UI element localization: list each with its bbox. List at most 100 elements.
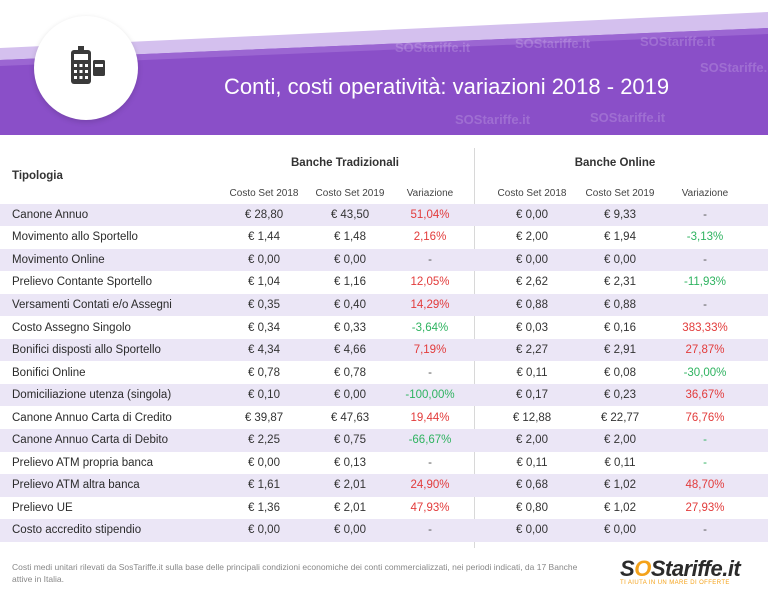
cost-cell: € 1,36 (248, 501, 280, 514)
cost-cell: € 0,00 (248, 456, 280, 469)
variation-cell: -3,13% (686, 231, 724, 244)
watermark: SOStariffe.it (455, 112, 531, 127)
cost-cell: € 2,27 (516, 344, 548, 357)
row-label: Prelievo ATM altra banca (12, 479, 140, 492)
variation-cell: - (703, 434, 707, 447)
variation-cell: 14,29% (410, 298, 450, 311)
cost-cell: € 0,17 (516, 389, 548, 402)
table-row: Canone Annuo Carta di Credito € 39,87 € 47… (0, 406, 768, 429)
row-label: Prelievo UE (12, 501, 73, 514)
variation-cell: 7,19% (413, 344, 447, 357)
variation-cell: 51,04% (410, 208, 450, 221)
cost-cell: € 2,00 (516, 231, 548, 244)
row-label: Prelievo Contante Sportello (12, 276, 152, 289)
row-label: Costo accredito stipendio (12, 524, 142, 537)
cost-cell: € 0,80 (516, 501, 548, 514)
cost-cell: € 0,00 (516, 208, 548, 221)
table-row: Bonifici disposti allo Sportello € 4,34 € … (0, 338, 768, 362)
cost-cell: € 2,00 (604, 434, 636, 447)
subheader-cost-2018: Costo Set 2018 (229, 188, 299, 199)
cost-cell: € 0,00 (604, 524, 636, 537)
row-label: Movimento Online (12, 253, 105, 266)
cost-cell: € 2,91 (604, 344, 636, 357)
variation-cell: - (428, 456, 432, 469)
variation-cell: - (703, 524, 707, 537)
variation-cell: -11,93% (684, 276, 726, 289)
subheader-variation: Variazione (406, 188, 454, 199)
cost-cell: € 12,88 (512, 411, 552, 424)
cost-cell: € 0,75 (334, 434, 366, 447)
row-label: Costo Assegno Singolo (12, 321, 131, 334)
cost-cell: € 1,04 (248, 276, 280, 289)
variation-cell: 76,76% (685, 411, 725, 424)
table-row: Costo Assegno Singolo € 0,34 € 0,33 -3,64% €… (0, 316, 768, 339)
subheader-cost-2018: Costo Set 2018 (497, 188, 567, 199)
variation-cell: - (428, 253, 432, 266)
row-label: Prelievo ATM propria banca (12, 456, 154, 469)
cost-cell: € 0,40 (334, 298, 366, 311)
cost-cell: € 0,78 (334, 366, 366, 379)
watermark: SOStariffe.it (700, 60, 768, 75)
group-header-traditional: Banche Tradizionali (291, 157, 399, 169)
cost-cell: € 39,87 (244, 411, 284, 424)
cost-cell: € 0,33 (334, 321, 366, 334)
variation-cell: - (703, 253, 707, 266)
table-row: Movimento allo Sportello € 1,44 € 1,48 2,16… (0, 226, 768, 249)
cost-cell: € 1,44 (248, 231, 280, 244)
cost-cell: € 2,01 (334, 501, 366, 514)
table-row: Prelievo UE € 1,36 € 2,01 47,93% € 0,80 € 1,0… (0, 497, 768, 520)
cost-cell: € 9,33 (604, 208, 636, 221)
variation-cell: - (703, 456, 707, 469)
cost-cell: € 0,78 (248, 366, 280, 379)
pos-terminal-icon (71, 46, 105, 84)
table-row: Canone Annuo Carta di Debito € 2,25 € 0,75… (0, 429, 768, 452)
row-label: Canone Annuo (12, 208, 89, 221)
variation-cell: 2,16% (413, 231, 447, 244)
cost-cell: € 0,00 (334, 524, 366, 537)
variation-cell: 36,67% (685, 389, 725, 402)
cost-cell: € 0,10 (248, 389, 280, 402)
cost-cell: € 0,11 (516, 456, 548, 469)
logo-tagline: TI AIUTA IN UN MARE DI OFFERTE (620, 580, 730, 586)
cost-cell: € 1,94 (604, 231, 636, 244)
cost-cell: € 0,00 (334, 389, 366, 402)
variation-cell: 27,93% (685, 501, 725, 514)
variation-cell: 27,87% (685, 344, 725, 357)
row-label: Domiciliazione utenza (singola) (12, 389, 172, 402)
logo-wordmark: SOStariffe.it (620, 556, 741, 581)
brand-logo: SOStariffe.it TI AIUTA IN UN MARE DI OFF… (620, 556, 760, 596)
subheader-variation: Variazione (681, 188, 729, 199)
variation-cell: 383,33% (682, 321, 728, 334)
footnote: Costi medi unitari rilevati da SosTariff… (12, 562, 578, 585)
row-label: Canone Annuo Carta di Credito (12, 411, 172, 424)
cost-cell: € 2,62 (516, 276, 548, 289)
variation-cell: - (428, 524, 432, 537)
table-row: Domiciliazione utenza (singola) € 0,10 € 0… (0, 383, 768, 407)
table-row: Versamenti Contati e/o Assegni € 0,35 € 0,… (0, 293, 768, 317)
icon-circle (34, 16, 138, 120)
cost-cell: € 2,01 (334, 479, 366, 492)
row-label: Canone Annuo Carta di Debito (12, 434, 168, 447)
variation-cell: -30,00% (683, 366, 727, 379)
row-header-label: Tipologia (12, 170, 63, 182)
cost-cell: € 0,11 (516, 366, 548, 379)
cost-cell: € 0,88 (604, 298, 636, 311)
watermark: SOStariffe.it (590, 110, 666, 125)
subheader-cost-2019: Costo Set 2019 (315, 188, 385, 199)
table-row: Prelievo ATM altra banca € 1,61 € 2,01 24,9… (0, 474, 768, 497)
cost-cell: € 0,11 (604, 456, 636, 469)
variation-cell: 24,90% (410, 479, 450, 492)
cost-cell: € 0,00 (516, 524, 548, 537)
cost-cell: € 0,16 (604, 321, 636, 334)
cost-cell: € 1,02 (604, 479, 636, 492)
watermark: SOStariffe.it (515, 36, 591, 51)
cost-cell: € 22,77 (600, 411, 640, 424)
table-row: Movimento Online € 0,00 € 0,00 - € 0,00 € 0,0… (0, 248, 768, 272)
cost-cell: € 0,00 (248, 253, 280, 266)
variation-cell: - (428, 366, 432, 379)
table-row: Bonifici Online € 0,78 € 0,78 - € 0,11 € 0,08… (0, 361, 768, 384)
cost-cell: € 0,00 (334, 253, 366, 266)
cost-cell: € 4,34 (248, 344, 280, 357)
group-header-online: Banche Online (574, 157, 656, 169)
cost-cell: € 0,03 (516, 321, 548, 334)
